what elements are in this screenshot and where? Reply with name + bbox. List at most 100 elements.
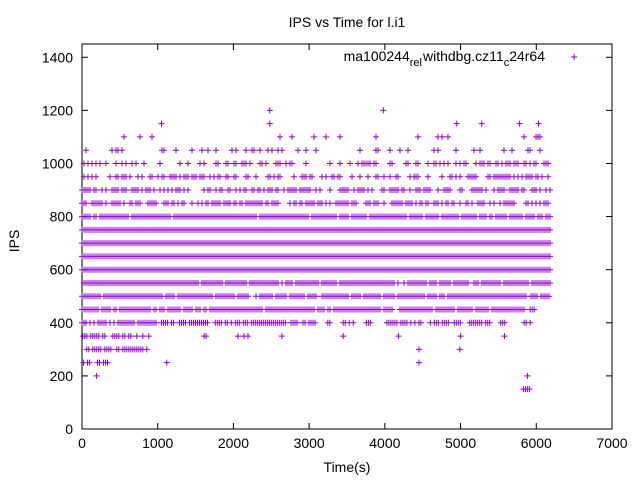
- point-cluster: [453, 120, 460, 127]
- point-cluster: [520, 386, 533, 393]
- data-point: [415, 359, 422, 366]
- y-tick-label: 400: [50, 315, 74, 331]
- x-tick-label: 6000: [521, 435, 552, 451]
- data-point: [81, 279, 553, 286]
- point-cluster: [324, 319, 333, 326]
- data-point: [79, 187, 553, 194]
- point-cluster: [79, 319, 159, 326]
- data-point: [83, 147, 543, 154]
- point-cluster: [363, 319, 374, 326]
- legend: ma100244relwithdbg.cz11c24r64: [344, 48, 578, 69]
- x-tick-label: 2000: [218, 435, 249, 451]
- point-cluster: [535, 120, 542, 127]
- data-point: [383, 319, 424, 326]
- point-cluster: [340, 319, 357, 326]
- y-tick-label: 1200: [42, 102, 73, 118]
- data-point: [380, 107, 387, 114]
- data-point: [395, 333, 402, 340]
- point-cluster: [380, 107, 387, 114]
- data-point: [363, 319, 374, 326]
- point-cluster: [80, 359, 111, 366]
- point-cluster: [427, 319, 464, 326]
- data-point: [278, 333, 285, 340]
- x-tick-label: 0: [78, 435, 86, 451]
- point-cluster: [79, 187, 553, 194]
- data-point: [427, 319, 464, 326]
- data-point: [466, 319, 493, 326]
- point-cluster: [528, 293, 552, 300]
- data-point: [528, 293, 552, 300]
- legend-marker: [571, 54, 578, 60]
- point-cluster: [340, 333, 347, 340]
- legend-label: ma100244relwithdbg.cz11c24r64: [344, 48, 546, 69]
- data-point: [80, 359, 111, 366]
- y-tick-label: 1400: [42, 49, 73, 65]
- point-cluster: [79, 293, 529, 300]
- point-cluster: [93, 372, 100, 379]
- data-point: [158, 319, 211, 326]
- point-cluster: [395, 333, 402, 340]
- data-point: [520, 386, 533, 393]
- data-point: [478, 120, 485, 127]
- data-point: [266, 107, 273, 114]
- point-cluster: [81, 173, 551, 180]
- point-cluster: [466, 319, 493, 326]
- y-tick-label: 600: [50, 262, 74, 278]
- data-points: [79, 107, 553, 393]
- point-cluster: [121, 133, 543, 140]
- data-point: [266, 120, 273, 127]
- point-cluster: [158, 120, 165, 127]
- plot-frame: [81, 43, 613, 430]
- data-point: [79, 213, 553, 220]
- point-cluster: [415, 346, 422, 353]
- legend-marker-glyph: [571, 54, 578, 60]
- point-cluster: [383, 319, 424, 326]
- data-point: [79, 226, 553, 233]
- data-point: [521, 319, 534, 326]
- point-cluster: [83, 147, 543, 154]
- point-cluster: [79, 306, 527, 313]
- point-cluster: [415, 359, 422, 366]
- data-point: [288, 319, 318, 326]
- data-point: [527, 306, 538, 313]
- point-cluster: [79, 333, 152, 340]
- data-point: [235, 333, 251, 340]
- data-point: [340, 333, 347, 340]
- data-point: [81, 160, 551, 167]
- data-point: [79, 240, 553, 247]
- point-cluster: [81, 160, 551, 167]
- y-tick-label: 200: [50, 368, 74, 384]
- point-cluster: [521, 319, 534, 326]
- y-tick-label: 0: [65, 421, 73, 437]
- data-point: [524, 372, 531, 379]
- data-point: [158, 120, 165, 127]
- data-point: [457, 333, 464, 340]
- x-tick-label: 4000: [369, 435, 400, 451]
- x-tick-label: 3000: [294, 435, 325, 451]
- point-cluster: [501, 333, 508, 340]
- data-point: [93, 372, 100, 379]
- point-cluster: [79, 266, 553, 273]
- data-point: [79, 293, 529, 300]
- y-tick-label: 800: [50, 209, 74, 225]
- data-point: [79, 306, 527, 313]
- point-cluster: [278, 333, 285, 340]
- x-tick-label: 7000: [596, 435, 627, 451]
- point-cluster: [527, 306, 538, 313]
- point-cluster: [79, 200, 551, 207]
- point-cluster: [457, 333, 464, 340]
- data-point: [79, 266, 553, 273]
- y-tick-label: 1000: [42, 155, 73, 171]
- point-cluster: [288, 319, 318, 326]
- data-point: [516, 120, 523, 127]
- data-point: [212, 319, 289, 326]
- data-point: [456, 346, 463, 353]
- point-cluster: [81, 279, 553, 286]
- x-tick-label: 1000: [142, 435, 173, 451]
- data-point: [501, 333, 508, 340]
- point-cluster: [212, 319, 289, 326]
- data-point: [453, 120, 460, 127]
- data-point: [163, 359, 170, 366]
- x-tick-label: 5000: [445, 435, 476, 451]
